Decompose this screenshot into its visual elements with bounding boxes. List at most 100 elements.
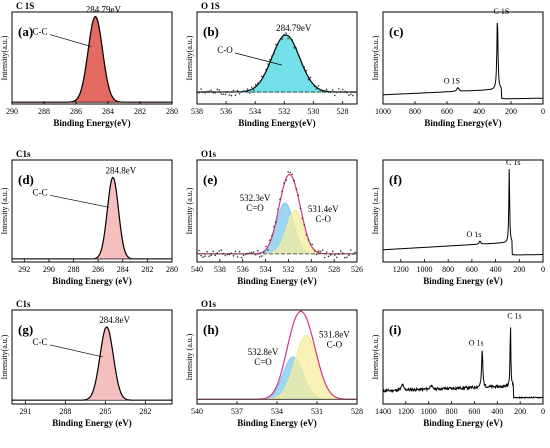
data-point [226,253,229,255]
x-axis-label: Binding Energy(eV) [53,118,130,128]
data-point [327,255,330,258]
data-point [236,89,239,92]
x-tick-label: 1000 [375,107,391,116]
x-axis-label: Binding Energy (eV) [423,418,503,428]
x-axis-label: Binding Energy (eV) [237,276,317,286]
data-point [230,252,233,254]
data-point [319,250,322,253]
x-tick-label: 800 [409,107,421,116]
data-point [305,234,308,236]
data-point [234,250,237,253]
data-point [204,255,206,257]
data-point [214,254,216,256]
x-tick-label: 288 [68,265,80,274]
data-point [196,91,198,93]
data-point [246,252,249,255]
data-point [291,39,294,41]
panel-title: O1s [201,149,217,159]
x-tick-label: 282 [141,265,153,274]
data-point [230,94,233,97]
data-point [200,254,202,257]
data-point [269,239,271,241]
data-point [342,252,344,254]
data-point [232,255,235,257]
x-tick-label: 600 [466,265,478,274]
survey-line [382,327,544,400]
data-point [216,252,219,254]
data-point [283,182,285,184]
data-point [210,89,212,92]
x-tick-label: 288 [59,407,71,416]
data-point [279,198,281,201]
x-tick-label: 282 [134,107,146,116]
data-point [259,81,261,84]
data-point [297,53,300,55]
species-label: C-O [327,339,343,349]
data-point [200,88,202,90]
species-pointer [49,194,109,208]
x-tick-label: 538 [214,265,226,274]
data-point [323,91,326,93]
data-point [263,74,265,76]
y-axis-label: Intensity(a.u.) [185,35,194,80]
data-point [340,90,342,93]
data-point [275,221,277,223]
species-label: C-C [32,27,47,37]
species-pointer [234,52,282,66]
x-tick-label: 200 [513,265,525,274]
data-point [265,245,267,248]
data-point [238,93,241,95]
data-point [240,91,243,93]
data-point [303,66,306,68]
data-point [335,256,338,259]
x-tick-label: 1000 [421,407,437,416]
peak-label: C 1s [506,158,520,167]
data-point [295,47,298,49]
panel-title: C1s [16,149,31,159]
data-point [254,83,257,86]
data-point [350,93,352,96]
data-point [303,223,306,226]
data-point [281,38,283,40]
data-point [348,94,350,97]
x-tick-label: 530 [307,107,319,116]
x-tick-label: 536 [237,265,249,274]
peak-label: O 1s [469,339,484,348]
data-point [291,173,294,176]
peak-label: 284.8eV [106,165,137,175]
plot-frame [382,309,544,405]
data-point [228,94,231,96]
panel-title: C1s [16,299,31,309]
data-point [299,58,302,60]
x-tick-label: 526 [351,265,363,274]
x-tick-label: 800 [446,407,458,416]
data-point [232,89,235,92]
peak-label: O 1S [444,77,460,86]
data-point [293,179,296,182]
x-tick-label: 280 [166,265,178,274]
data-point [285,32,287,34]
x-tick-label: 531 [311,407,323,416]
data-point [267,249,269,251]
x-tick-label: 528 [351,407,363,416]
data-point [263,251,265,253]
data-point [307,78,310,81]
peak-label: 531.4eV [308,204,339,214]
data-point [218,89,221,91]
x-tick-label: 534 [260,265,272,274]
data-point [271,55,273,57]
data-point [335,91,338,94]
data-point [321,91,324,93]
x-tick-label: 200 [505,107,517,116]
y-axis-label: Intensity(a.u.) [0,334,9,379]
data-point [313,85,316,88]
data-point [299,207,302,210]
survey-line [383,22,543,100]
x-tick-label: 800 [442,265,454,274]
data-point [224,254,227,257]
peak-label: C 1s [507,311,521,320]
data-point [293,46,296,49]
x-tick-label: 600 [441,107,453,116]
x-tick-label: 0 [541,107,545,116]
x-axis-label: Binding Energy(eV) [238,118,315,128]
